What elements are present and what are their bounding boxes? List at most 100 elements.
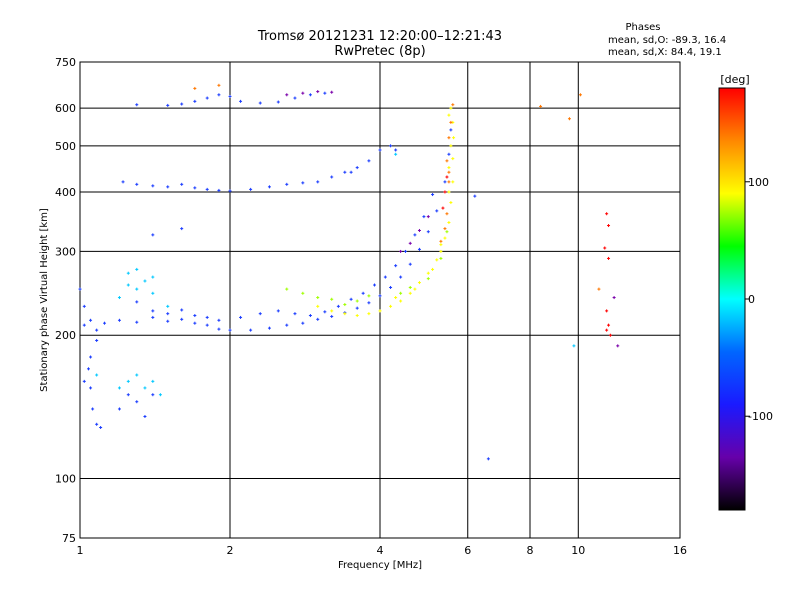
x-tick-label: 16 xyxy=(673,544,687,557)
data-point xyxy=(193,86,197,90)
data-point xyxy=(117,386,121,390)
data-point xyxy=(355,306,359,310)
data-point xyxy=(151,315,155,319)
data-point xyxy=(435,258,439,262)
data-point xyxy=(89,386,93,390)
data-point xyxy=(151,275,155,279)
data-point xyxy=(422,215,426,219)
data-point xyxy=(447,113,451,117)
data-point xyxy=(91,407,95,411)
x-tick-label: 8 xyxy=(527,544,534,557)
data-point xyxy=(151,291,155,295)
data-point xyxy=(447,221,451,225)
data-point xyxy=(135,287,139,291)
data-point xyxy=(394,148,398,152)
data-point xyxy=(349,170,353,174)
data-point xyxy=(605,212,609,216)
data-point xyxy=(417,228,421,232)
data-point xyxy=(413,287,417,291)
data-point xyxy=(205,315,209,319)
data-point xyxy=(228,328,232,332)
data-point xyxy=(603,246,607,250)
data-point xyxy=(449,201,453,205)
data-point xyxy=(426,230,430,234)
data-point xyxy=(355,166,359,170)
colorbar-tick-label: 100 xyxy=(748,176,769,189)
data-point xyxy=(323,91,327,95)
data-point xyxy=(616,344,620,348)
y-tick-label: 200 xyxy=(55,329,76,342)
data-point xyxy=(378,148,382,152)
data-point xyxy=(445,212,449,216)
data-point xyxy=(316,180,320,184)
x-tick-label: 10 xyxy=(571,544,585,557)
data-point xyxy=(449,144,453,148)
data-point xyxy=(343,170,347,174)
data-point xyxy=(135,182,139,186)
data-point xyxy=(378,309,382,313)
colorbar-tick-label: -100 xyxy=(748,410,773,423)
data-point xyxy=(301,181,305,185)
data-point xyxy=(117,407,121,411)
data-point xyxy=(95,328,99,332)
data-point xyxy=(445,159,449,163)
data-point xyxy=(180,317,184,321)
data-point xyxy=(258,312,262,316)
data-point xyxy=(89,318,93,322)
colorbar-unit: [deg] xyxy=(720,73,749,86)
data-point xyxy=(151,309,155,313)
data-point xyxy=(217,318,221,322)
data-point xyxy=(597,287,601,291)
data-point xyxy=(361,291,365,295)
data-point xyxy=(349,297,353,301)
data-point xyxy=(408,241,412,245)
data-point xyxy=(89,355,93,359)
data-point xyxy=(336,304,340,308)
data-point xyxy=(126,283,130,287)
data-point xyxy=(451,103,455,107)
data-point xyxy=(355,314,359,318)
x-axis-label: Frequency [MHz] xyxy=(338,560,422,571)
x-tick-label: 1 xyxy=(77,544,84,557)
data-point xyxy=(439,249,443,253)
data-point xyxy=(228,94,232,98)
data-point xyxy=(143,414,147,418)
data-point xyxy=(308,314,312,318)
data-point xyxy=(417,247,421,251)
data-point xyxy=(151,184,155,188)
data-point xyxy=(258,101,262,105)
stats-heading: Phases xyxy=(625,22,660,33)
data-point xyxy=(86,367,90,371)
data-point xyxy=(166,103,170,107)
data-point xyxy=(607,323,611,327)
data-point xyxy=(267,185,271,189)
data-point xyxy=(330,314,334,318)
data-point xyxy=(578,93,582,97)
data-point xyxy=(193,321,197,325)
data-point xyxy=(285,323,289,327)
data-point xyxy=(408,285,412,289)
data-point xyxy=(82,323,86,327)
x-tick-label: 2 xyxy=(227,544,234,557)
data-point xyxy=(605,309,609,313)
data-point xyxy=(539,104,543,108)
data-point xyxy=(449,120,453,124)
x-tick-labels: 1 2 4 6 8 10 16 xyxy=(77,544,688,557)
data-point xyxy=(330,297,334,301)
data-point xyxy=(451,157,455,161)
data-points xyxy=(78,83,620,461)
data-point xyxy=(193,314,197,318)
data-point xyxy=(82,304,86,308)
data-point xyxy=(135,267,139,271)
data-point xyxy=(205,323,209,327)
data-point xyxy=(399,275,403,279)
data-point xyxy=(445,230,449,234)
data-point xyxy=(330,309,334,313)
data-point xyxy=(408,262,412,266)
data-point xyxy=(608,333,612,337)
chart-subtitle: RwPretec (8p) xyxy=(334,44,425,59)
data-point xyxy=(103,321,107,325)
data-point xyxy=(439,239,443,243)
data-point xyxy=(285,287,289,291)
